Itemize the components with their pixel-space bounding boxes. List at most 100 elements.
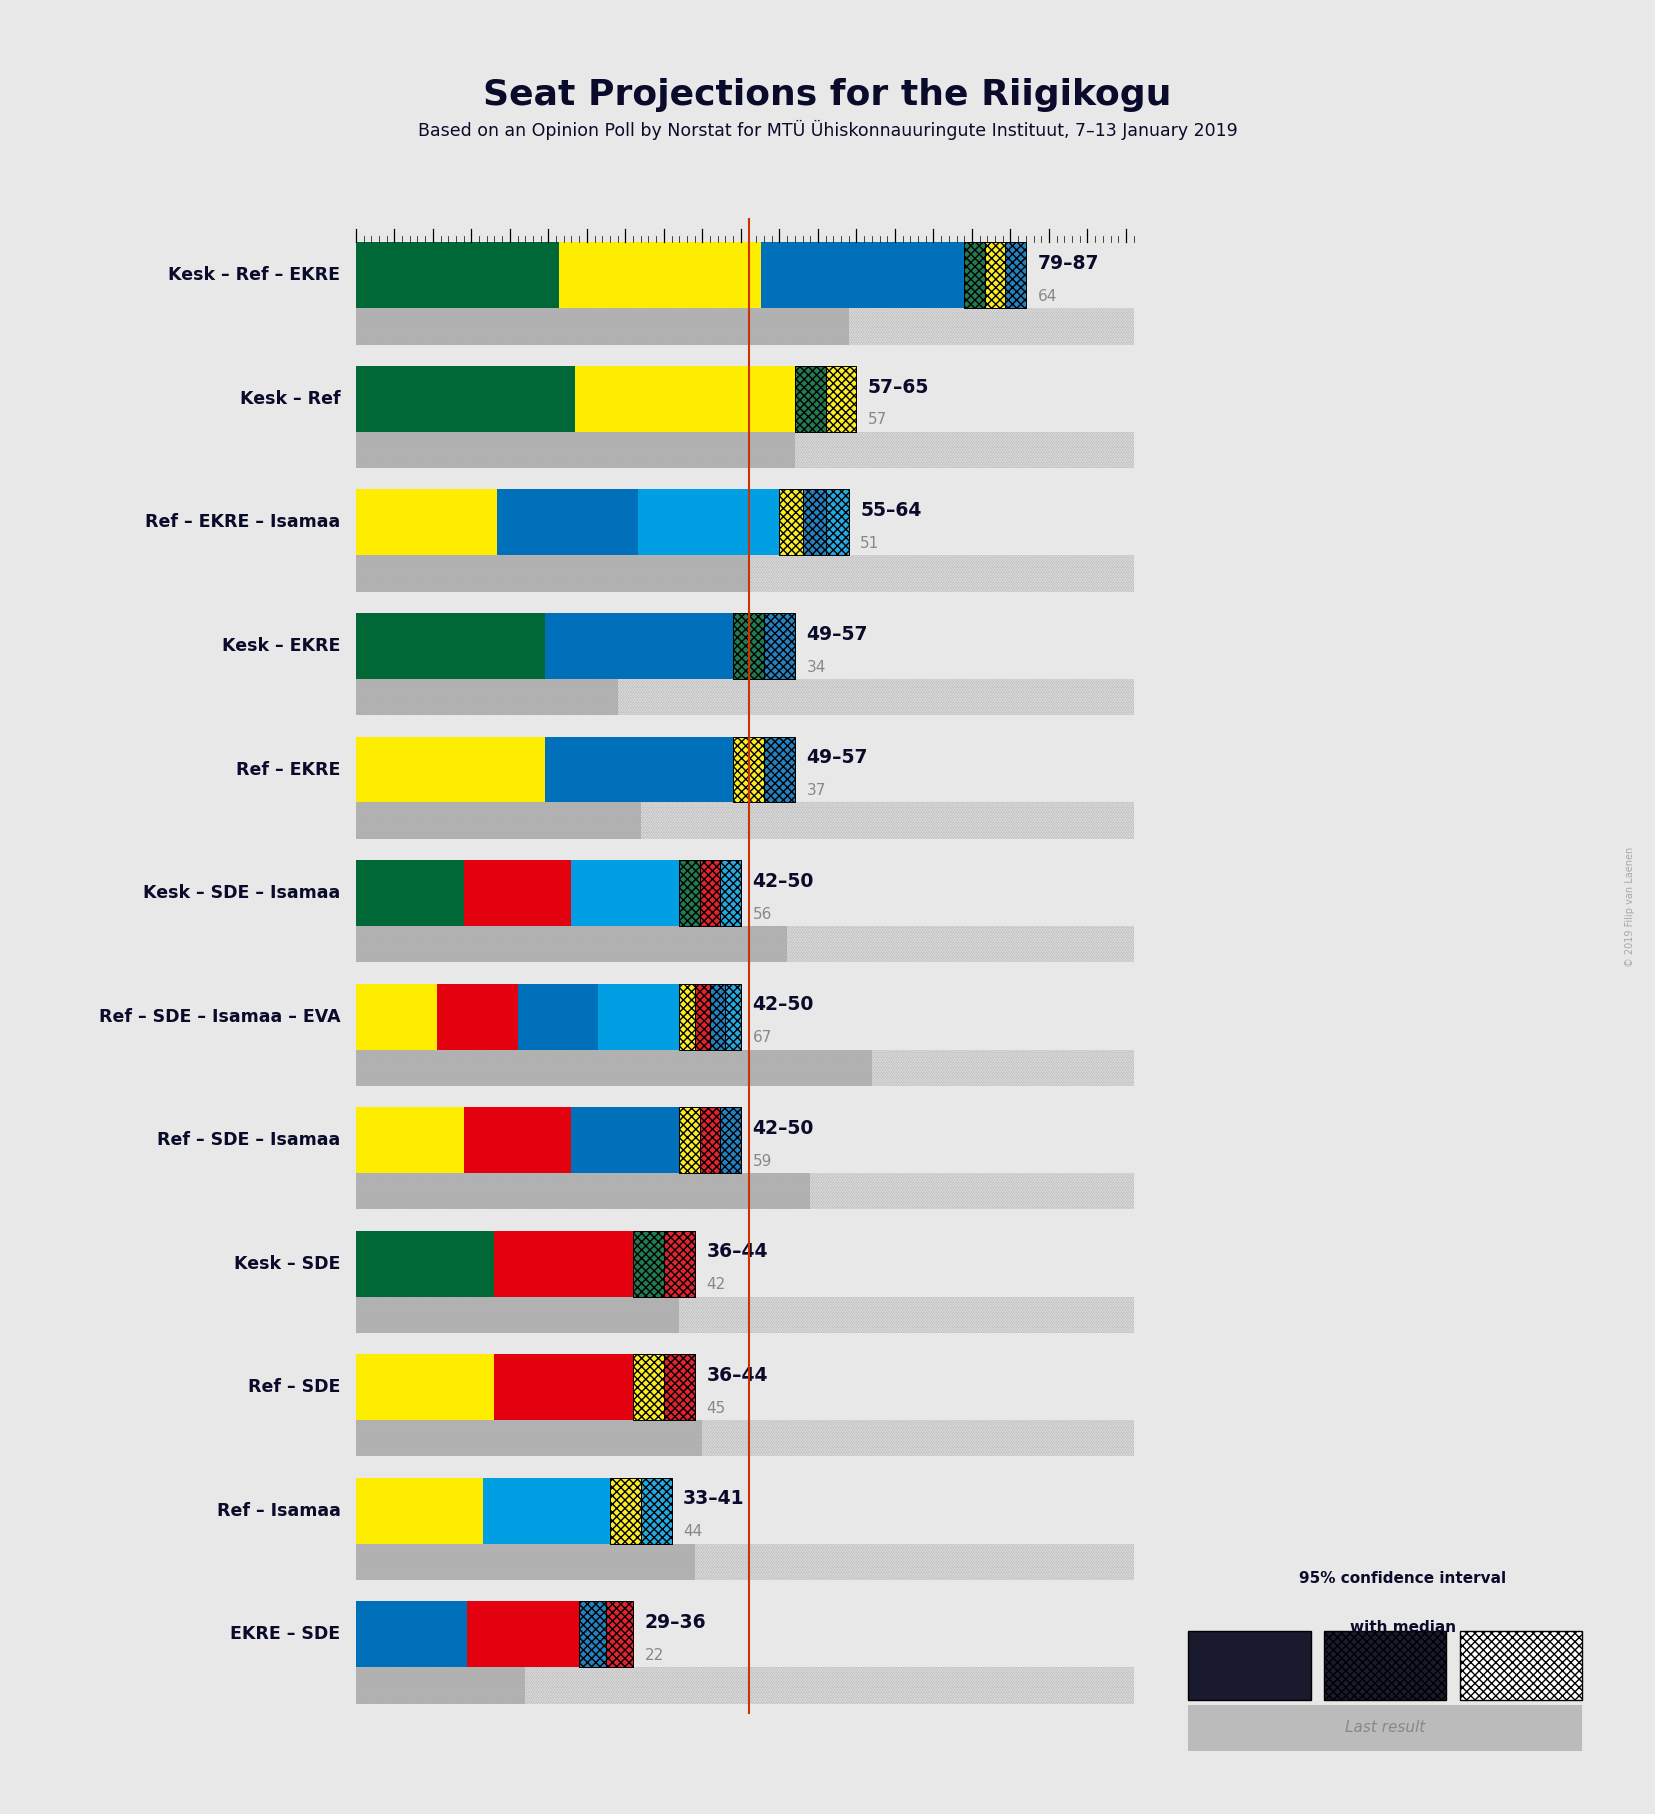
Bar bbox=[356, 1667, 1134, 1703]
Bar bbox=[679, 1107, 700, 1174]
Bar bbox=[761, 243, 965, 308]
Bar bbox=[611, 1478, 640, 1544]
Bar bbox=[467, 1602, 579, 1667]
Text: 57–65: 57–65 bbox=[867, 377, 930, 397]
Text: 79–87: 79–87 bbox=[1038, 254, 1099, 272]
Bar bbox=[634, 1355, 664, 1420]
Bar bbox=[794, 366, 826, 432]
Bar bbox=[356, 678, 617, 715]
Bar bbox=[1324, 1631, 1446, 1700]
Bar bbox=[356, 1230, 495, 1297]
Bar bbox=[356, 308, 1134, 345]
Bar bbox=[356, 1667, 1134, 1703]
Bar bbox=[356, 1602, 467, 1667]
Text: Ref – SDE – Isamaa – EVA: Ref – SDE – Isamaa – EVA bbox=[99, 1007, 341, 1025]
Bar bbox=[1005, 243, 1026, 308]
Bar bbox=[803, 490, 826, 555]
Text: 59: 59 bbox=[753, 1154, 771, 1168]
Bar bbox=[356, 1420, 702, 1457]
Bar bbox=[356, 1544, 695, 1580]
Bar bbox=[985, 243, 1005, 308]
Bar bbox=[679, 860, 700, 925]
Bar bbox=[664, 1355, 695, 1420]
Text: 42–50: 42–50 bbox=[753, 1119, 814, 1137]
Text: 45: 45 bbox=[707, 1400, 725, 1417]
Bar bbox=[356, 1174, 811, 1210]
Bar bbox=[965, 243, 985, 308]
Bar bbox=[664, 1230, 695, 1297]
Bar bbox=[720, 860, 741, 925]
Bar bbox=[606, 1602, 634, 1667]
Bar bbox=[700, 860, 720, 925]
Text: 57: 57 bbox=[867, 412, 887, 428]
Bar bbox=[733, 736, 765, 802]
Bar bbox=[356, 802, 640, 838]
Bar bbox=[356, 613, 544, 678]
Bar bbox=[437, 983, 518, 1050]
Text: Based on an Opinion Poll by Norstat for MTÜ Ühiskonnauuringute Instituut, 7–13 J: Based on an Opinion Poll by Norstat for … bbox=[417, 120, 1238, 140]
Text: Kesk – EKRE: Kesk – EKRE bbox=[222, 637, 341, 655]
Bar bbox=[356, 1050, 1134, 1087]
Bar bbox=[606, 1602, 634, 1667]
Bar bbox=[356, 432, 1134, 468]
Text: 34: 34 bbox=[806, 660, 826, 675]
Bar bbox=[356, 802, 1134, 838]
Text: 55–64: 55–64 bbox=[861, 501, 922, 521]
Bar bbox=[356, 678, 1134, 715]
Bar bbox=[780, 490, 803, 555]
Bar bbox=[1460, 1631, 1582, 1700]
Bar bbox=[356, 925, 788, 961]
Bar bbox=[356, 1420, 1134, 1457]
Bar bbox=[679, 983, 695, 1050]
Bar bbox=[518, 983, 599, 1050]
Bar bbox=[356, 925, 1134, 961]
Bar bbox=[965, 243, 985, 308]
Text: Kesk – SDE: Kesk – SDE bbox=[233, 1255, 341, 1273]
Bar bbox=[356, 860, 463, 925]
Bar bbox=[356, 1297, 679, 1333]
Bar bbox=[765, 736, 794, 802]
Bar bbox=[356, 1544, 1134, 1580]
Bar bbox=[495, 1355, 634, 1420]
Text: 36–44: 36–44 bbox=[707, 1243, 768, 1261]
Bar bbox=[965, 243, 985, 308]
Bar bbox=[356, 1478, 483, 1544]
Bar bbox=[664, 1355, 695, 1420]
Text: 64: 64 bbox=[1038, 288, 1058, 305]
Bar bbox=[495, 1230, 634, 1297]
Bar bbox=[826, 490, 849, 555]
Bar bbox=[710, 983, 725, 1050]
Bar bbox=[356, 1107, 463, 1174]
Text: © 2019 Filip van Laenen: © 2019 Filip van Laenen bbox=[1625, 847, 1635, 967]
Text: EKRE – SDE: EKRE – SDE bbox=[230, 1625, 341, 1643]
Bar bbox=[826, 490, 849, 555]
Bar bbox=[356, 1420, 702, 1457]
Bar bbox=[356, 925, 788, 961]
Bar bbox=[679, 1107, 700, 1174]
Text: 42–50: 42–50 bbox=[753, 873, 814, 891]
Text: 36–44: 36–44 bbox=[707, 1366, 768, 1384]
Text: 37: 37 bbox=[806, 784, 826, 798]
Bar bbox=[356, 1544, 695, 1580]
Text: Kesk – Ref: Kesk – Ref bbox=[240, 390, 341, 408]
Text: 51: 51 bbox=[861, 535, 879, 551]
Bar bbox=[356, 432, 1134, 468]
Text: 33–41: 33–41 bbox=[684, 1489, 745, 1509]
Bar bbox=[700, 1107, 720, 1174]
Bar bbox=[356, 1544, 1134, 1580]
Bar bbox=[356, 243, 559, 308]
Bar bbox=[634, 1355, 664, 1420]
Text: 56: 56 bbox=[753, 907, 771, 922]
Bar bbox=[356, 308, 849, 345]
Bar bbox=[634, 1230, 664, 1297]
Bar bbox=[640, 1478, 672, 1544]
Bar bbox=[700, 1107, 720, 1174]
Bar bbox=[634, 1230, 664, 1297]
Bar bbox=[356, 1174, 811, 1210]
Bar bbox=[679, 1107, 700, 1174]
Bar bbox=[356, 736, 544, 802]
Text: Ref – EKRE: Ref – EKRE bbox=[237, 760, 341, 778]
Bar bbox=[1005, 243, 1026, 308]
Bar bbox=[725, 983, 741, 1050]
Bar bbox=[794, 366, 826, 432]
